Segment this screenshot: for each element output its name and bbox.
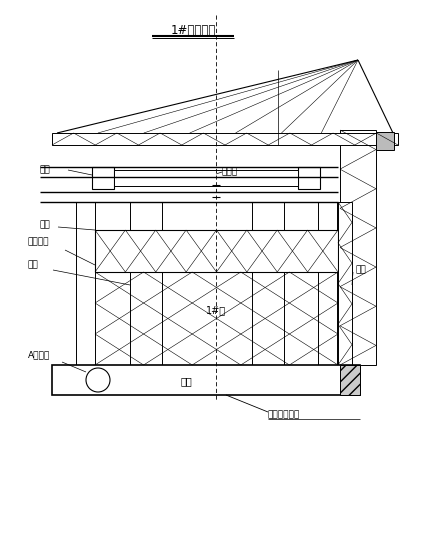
- Bar: [318, 202, 337, 365]
- Bar: [114, 170, 298, 186]
- Bar: [252, 202, 284, 365]
- Text: 墩柱: 墩柱: [28, 260, 39, 269]
- Bar: [92, 167, 114, 189]
- Text: 1#墩: 1#墩: [206, 305, 226, 315]
- Bar: [76, 202, 95, 365]
- Bar: [52, 133, 398, 145]
- Bar: [376, 132, 394, 150]
- Bar: [95, 230, 338, 272]
- Bar: [298, 167, 320, 189]
- Text: 系梁: 系梁: [40, 221, 51, 230]
- Bar: [338, 202, 352, 365]
- Text: 桥轴线: 桥轴线: [222, 167, 238, 176]
- Bar: [340, 130, 376, 365]
- Text: 1#墩立面图: 1#墩立面图: [170, 24, 216, 36]
- Bar: [340, 365, 360, 395]
- Text: 系梁底模: 系梁底模: [28, 237, 49, 246]
- Text: A太样图: A太样图: [28, 351, 50, 360]
- Bar: [130, 202, 162, 365]
- Bar: [52, 365, 360, 395]
- Text: 塔吊: 塔吊: [355, 265, 366, 274]
- Text: 系梁模板支架: 系梁模板支架: [268, 410, 300, 419]
- Text: 承台: 承台: [180, 376, 192, 386]
- Text: 系梁: 系梁: [40, 166, 51, 175]
